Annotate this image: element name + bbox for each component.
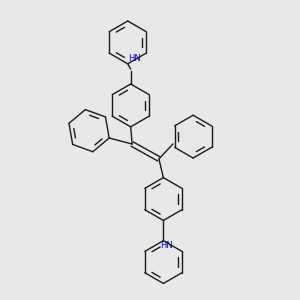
Text: HN: HN xyxy=(128,54,140,63)
Text: HN: HN xyxy=(160,241,173,250)
